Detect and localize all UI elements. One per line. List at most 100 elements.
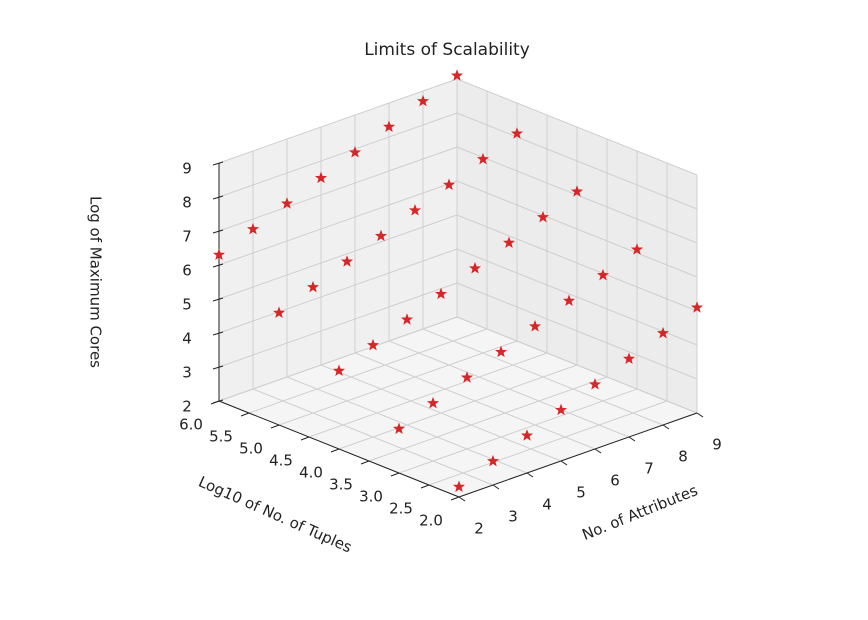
z-tick <box>212 297 224 302</box>
grid-line <box>456 316 698 414</box>
y-tick <box>450 496 460 501</box>
x-tick-label: 2 <box>474 520 484 538</box>
left-pane <box>219 79 457 401</box>
z-tick <box>212 161 224 166</box>
data-point <box>400 313 414 325</box>
x-tick-label: 6 <box>610 472 620 490</box>
y-tick-label: 6.0 <box>179 416 203 434</box>
x-tick-label: 4 <box>542 496 552 514</box>
grid-line <box>456 248 698 346</box>
grid-line <box>456 214 698 312</box>
y-tick-label: 3.0 <box>359 488 383 506</box>
data-point <box>314 171 328 184</box>
data-point <box>392 422 406 434</box>
data-point <box>434 287 448 300</box>
z-tick <box>212 331 224 336</box>
z-tick-label: 4 <box>182 330 192 348</box>
data-point <box>382 120 396 132</box>
y-tick-label: 4.5 <box>269 452 293 470</box>
data-point <box>596 268 610 281</box>
x-tick <box>696 412 704 418</box>
data-point <box>570 185 584 197</box>
data-point <box>272 306 286 318</box>
data-point <box>280 197 294 209</box>
y-tick <box>420 484 430 489</box>
z-tick-label: 8 <box>182 194 192 212</box>
grid-line <box>248 328 488 414</box>
z-tick <box>212 365 224 370</box>
data-point <box>630 243 644 255</box>
data-point <box>366 338 380 351</box>
grid-line <box>398 388 638 474</box>
x-tick-label: 3 <box>508 508 518 526</box>
x-tick-label: 8 <box>678 448 688 466</box>
x-axis <box>458 412 698 498</box>
data-point <box>246 222 260 235</box>
data-point <box>416 94 430 107</box>
grid-line <box>456 112 698 210</box>
grid-line <box>218 180 458 266</box>
data-point <box>374 229 388 242</box>
grid-line <box>218 78 458 164</box>
data-point <box>502 236 516 248</box>
x-tick <box>594 448 602 454</box>
data-point <box>306 280 320 293</box>
y-tick-label: 2.5 <box>389 500 413 518</box>
data-point <box>536 210 550 223</box>
grid-line <box>278 340 518 426</box>
data-point <box>528 320 542 332</box>
data-point <box>452 480 466 492</box>
z-tick-label: 7 <box>182 228 192 246</box>
y-tick-label: 5.5 <box>209 428 233 446</box>
y-tick <box>390 472 400 477</box>
y-tick <box>210 400 220 405</box>
grid-line <box>218 214 458 300</box>
z-tick-label: 2 <box>182 398 192 416</box>
y-tick <box>300 436 310 441</box>
grid-line <box>218 248 458 334</box>
grid-line <box>456 282 698 380</box>
data-point <box>494 345 508 358</box>
data-point <box>408 204 422 216</box>
z-tick <box>212 263 224 268</box>
data-point <box>622 352 636 364</box>
x-tick-label: 5 <box>576 484 586 502</box>
x-tick <box>662 424 670 430</box>
y-tick-label: 5.0 <box>239 440 263 458</box>
chart-title: Limits of Scalability <box>364 40 530 60</box>
grid-line <box>456 78 698 176</box>
data-point <box>460 371 474 383</box>
z-tick-label: 9 <box>182 160 192 178</box>
x-tick-label: 9 <box>712 436 722 454</box>
grid-line <box>218 282 458 368</box>
grid-line <box>456 146 698 244</box>
data-point <box>562 294 576 306</box>
x-tick-label: 7 <box>644 460 654 478</box>
y-tick <box>330 448 340 453</box>
data-point <box>348 146 362 158</box>
grid-line <box>456 180 698 278</box>
data-point <box>450 69 464 81</box>
grid-line <box>218 146 458 232</box>
grid-line <box>428 400 668 486</box>
data-point <box>690 301 704 313</box>
data-point <box>486 454 500 467</box>
data-point <box>656 326 670 339</box>
data-point <box>520 429 534 441</box>
z-axis-label: Log of Maximum Cores <box>87 196 105 368</box>
data-point <box>332 364 346 376</box>
data-point <box>476 152 490 165</box>
data-point <box>340 255 354 267</box>
y-tick <box>240 412 250 417</box>
data-point <box>468 262 482 274</box>
x-tick <box>628 436 636 442</box>
y-tick-label: 2.0 <box>419 512 443 530</box>
y-tick <box>270 424 280 429</box>
z-tick-label: 5 <box>182 296 192 314</box>
x-tick <box>458 496 466 502</box>
z-tick-label: 6 <box>182 262 192 280</box>
data-point <box>426 396 440 409</box>
x-tick <box>492 484 500 490</box>
grid-line <box>218 316 458 402</box>
data-point <box>510 127 524 139</box>
